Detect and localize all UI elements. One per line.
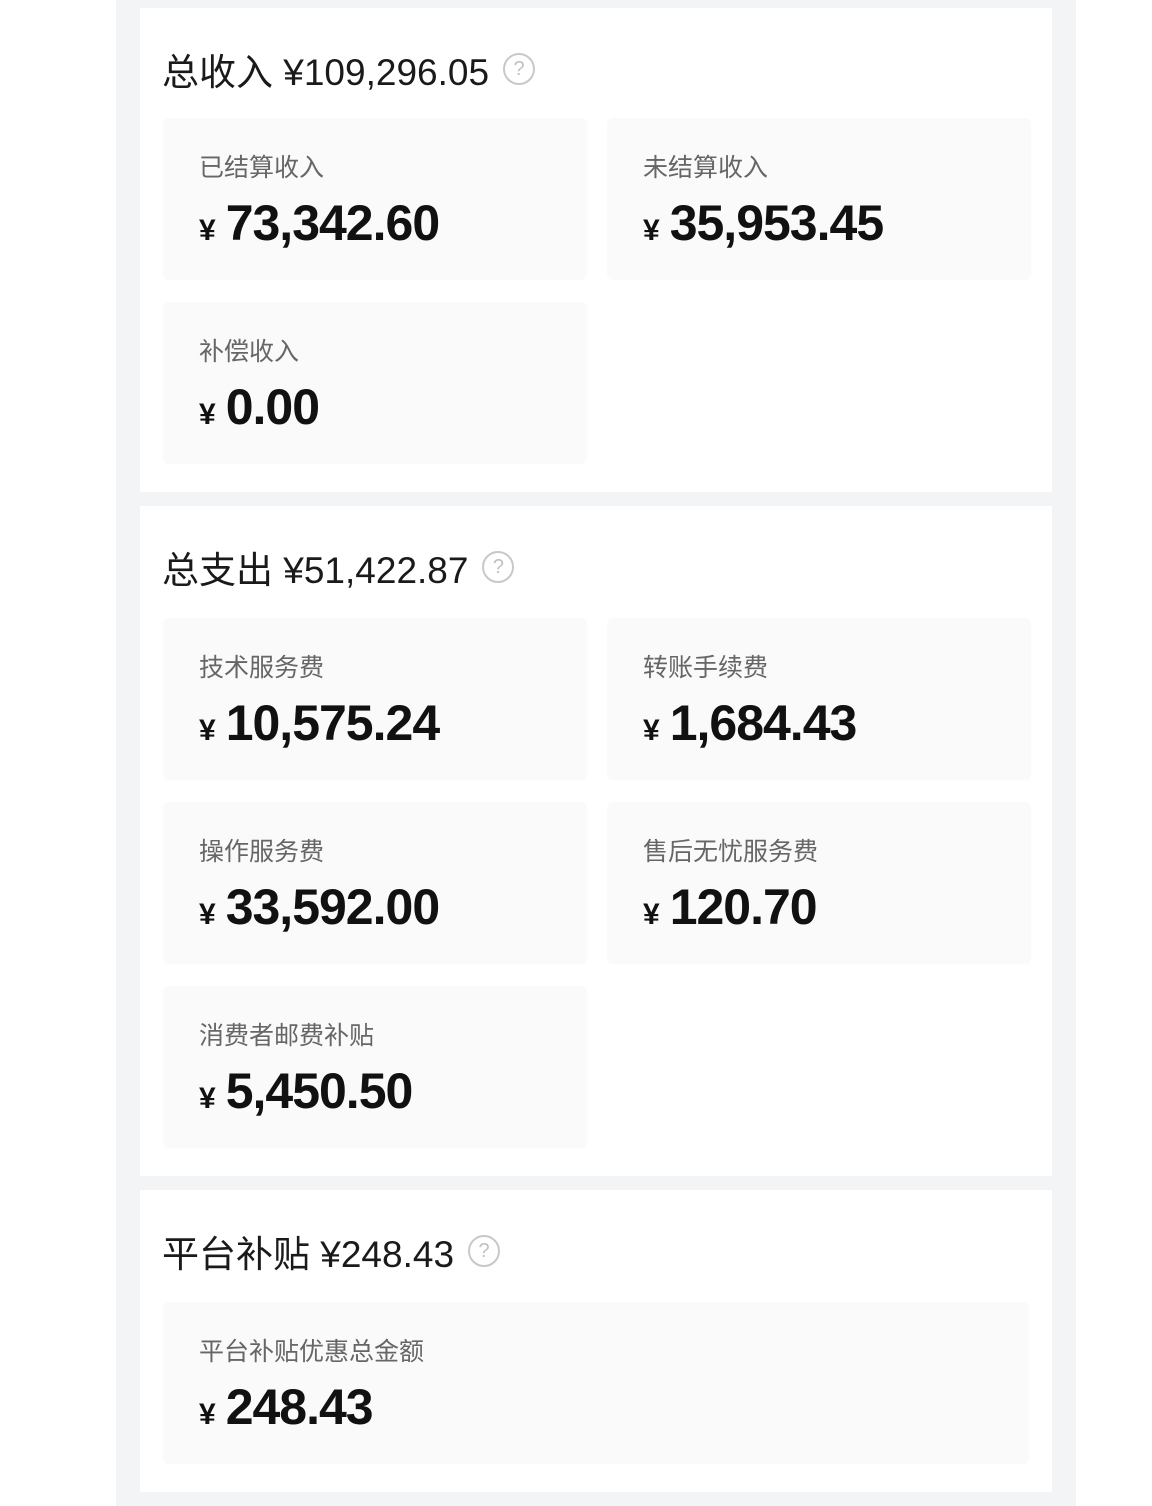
currency-symbol: ¥ (199, 1398, 216, 1431)
postage-subsidy-tile: 消费者邮费补贴 ¥5,450.50 (163, 986, 587, 1148)
tech-service-fee-tile: 技术服务费 ¥10,575.24 (163, 618, 587, 780)
tile-label: 补偿收入 (199, 338, 300, 366)
tile-label: 平台补贴优惠总金额 (199, 1338, 425, 1366)
tile-value: 35,953.45 (669, 195, 884, 251)
tile-value: 5,450.50 (225, 1063, 414, 1119)
settled-income-tile: 已结算收入 ¥73,342.60 (163, 118, 587, 280)
tile-label: 已结算收入 (199, 154, 325, 182)
subsidy-card: 平台补贴 ¥248.43 ? 平台补贴优惠总金额 ¥248.43 (140, 1190, 1052, 1492)
currency-symbol: ¥ (643, 898, 660, 931)
help-icon[interactable]: ? (503, 53, 536, 85)
help-icon[interactable]: ? (468, 1235, 501, 1267)
currency-symbol: ¥ (199, 214, 216, 247)
tile-label: 未结算收入 (643, 154, 769, 182)
tile-label: 消费者邮费补贴 (199, 1022, 375, 1050)
currency-symbol: ¥ (643, 214, 660, 247)
income-title-row: 总收入 ¥109,296.05 ? (162, 42, 536, 96)
tile-label: 技术服务费 (199, 654, 325, 682)
currency-symbol: ¥ (199, 898, 216, 931)
tile-label: 转账手续费 (643, 654, 769, 682)
income-title: 总收入 ¥109,296.05 (162, 52, 490, 93)
currency-symbol: ¥ (199, 714, 216, 747)
tile-value: 0.00 (225, 379, 320, 435)
currency-symbol: ¥ (199, 1082, 216, 1115)
transfer-fee-tile: 转账手续费 ¥1,684.43 (607, 618, 1031, 780)
platform-subsidy-tile: 平台补贴优惠总金额 ¥248.43 (163, 1302, 1029, 1464)
currency-symbol: ¥ (643, 714, 660, 747)
tile-label: 操作服务费 (199, 838, 325, 866)
operation-fee-tile: 操作服务费 ¥33,592.00 (163, 802, 587, 964)
expense-title-row: 总支出 ¥51,422.87 ? (162, 540, 515, 594)
tile-value: 10,575.24 (225, 695, 440, 751)
tile-value: 120.70 (669, 879, 818, 935)
tile-value: 248.43 (225, 1379, 374, 1435)
expense-card: 总支出 ¥51,422.87 ? 技术服务费 ¥10,575.24 转账手续费 … (140, 506, 1052, 1176)
compensation-income-tile: 补偿收入 ¥0.00 (163, 302, 587, 464)
subsidy-title-row: 平台补贴 ¥248.43 ? (162, 1224, 501, 1278)
currency-symbol: ¥ (199, 398, 216, 431)
subsidy-title: 平台补贴 ¥248.43 (162, 1234, 455, 1275)
tile-value: 73,342.60 (225, 195, 440, 251)
unsettled-income-tile: 未结算收入 ¥35,953.45 (607, 118, 1031, 280)
tile-value: 33,592.00 (225, 879, 440, 935)
expense-title: 总支出 ¥51,422.87 (162, 550, 469, 591)
help-icon[interactable]: ? (482, 551, 515, 583)
income-card: 总收入 ¥109,296.05 ? 已结算收入 ¥73,342.60 未结算收入… (140, 8, 1052, 492)
tile-value: 1,684.43 (669, 695, 858, 751)
tile-label: 售后无忧服务费 (643, 838, 819, 866)
after-sales-fee-tile: 售后无忧服务费 ¥120.70 (607, 802, 1031, 964)
